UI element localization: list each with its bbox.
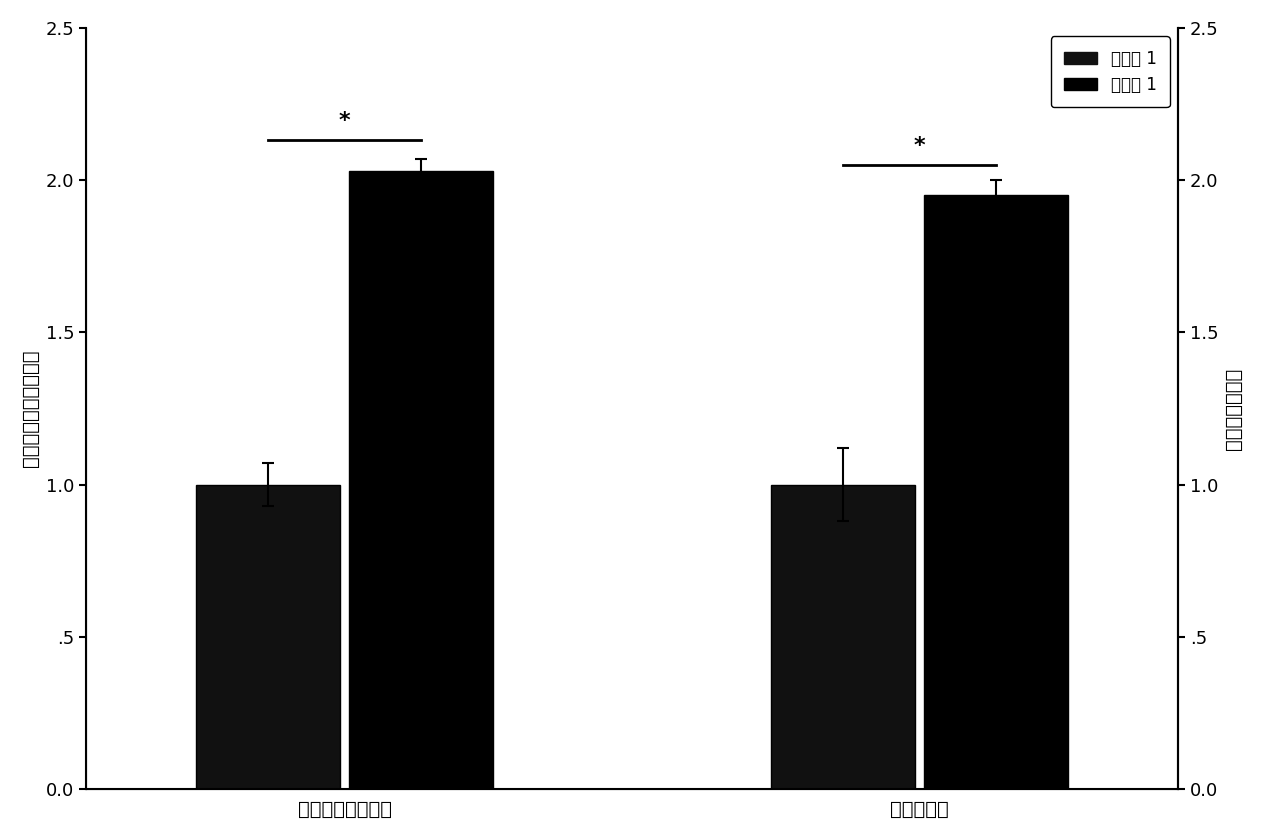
Bar [196,485,340,789]
Bar [924,196,1068,789]
Bar [349,171,493,789]
Y-axis label: 代谢酶单位活性: 代谢酶单位活性 [1224,367,1244,449]
Legend: 对比例 1, 实施例 1: 对比例 1, 实施例 1 [1050,36,1169,108]
Bar [771,485,915,789]
Text: *: * [339,112,350,131]
Text: *: * [914,136,925,155]
Y-axis label: 相对固体酶复合物产量: 相对固体酶复合物产量 [20,349,40,467]
